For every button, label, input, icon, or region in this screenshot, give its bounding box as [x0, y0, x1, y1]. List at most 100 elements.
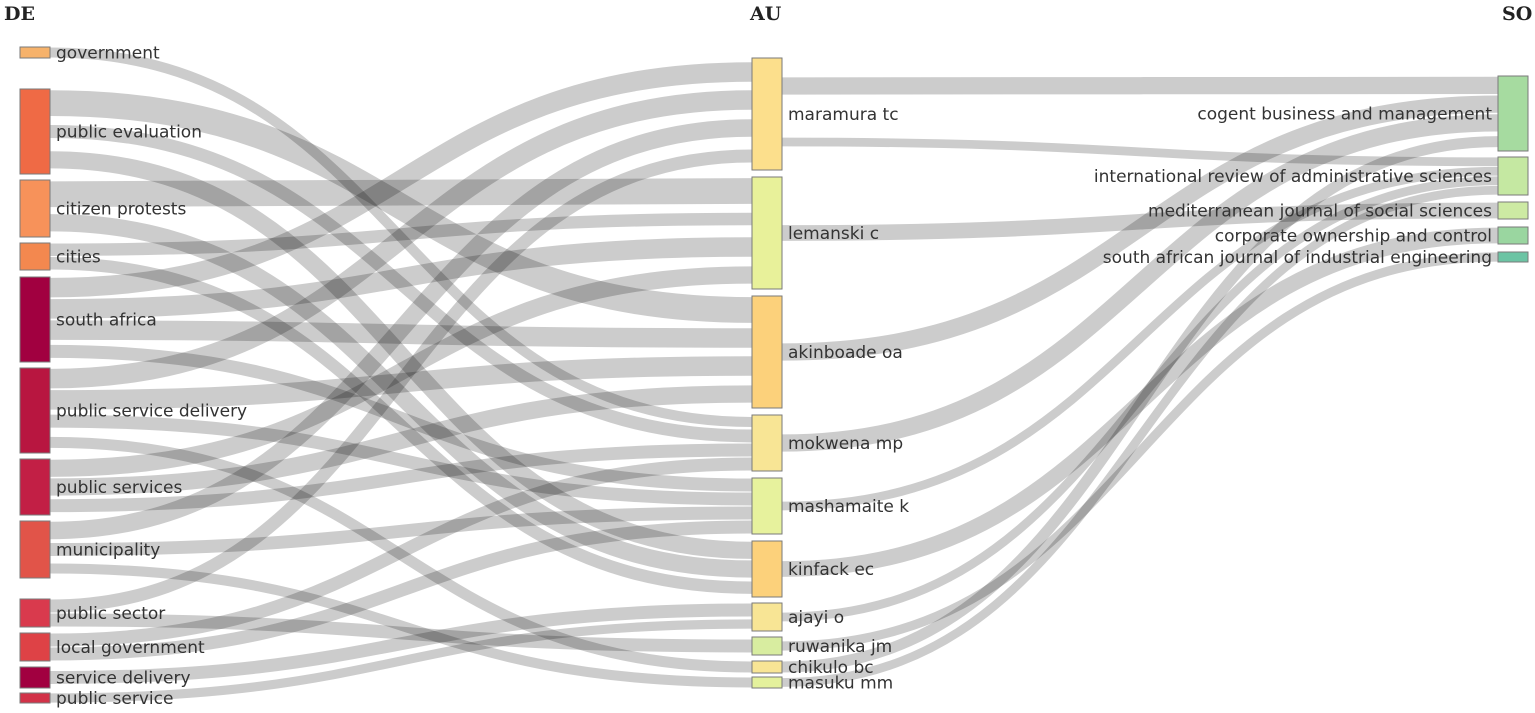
node-public_sector[interactable]: public sector [19, 598, 165, 628]
node-label-public_sector: public sector [56, 604, 165, 624]
node-bar-local_government [19, 632, 51, 662]
link-service_delivery-ajayi [49, 603, 753, 684]
node-sajie[interactable]: south african journal of industrial engi… [1103, 248, 1529, 268]
link-cities-lemanski [49, 212, 753, 256]
link-municipality-masuku [49, 563, 753, 688]
node-label-service_delivery: service delivery [56, 669, 191, 689]
link-mokwena-cogent [781, 114, 1499, 452]
node-label-mokwena: mokwena mp [788, 434, 903, 454]
link-south_africa-lemanski [49, 237, 753, 319]
node-label-public_service: public service [56, 689, 173, 709]
node-ruwanika[interactable]: ruwanika jm [751, 636, 892, 657]
link-local_government-mashamaite [49, 520, 753, 661]
node-label-public_service_delivery: public service delivery [56, 402, 247, 422]
column-header-de: DE [4, 3, 35, 25]
node-bar-coc [1497, 226, 1529, 245]
node-akinboade[interactable]: akinboade oa [751, 295, 903, 409]
node-label-coc: corporate ownership and control [1215, 227, 1492, 247]
node-mashamaite[interactable]: mashamaite k [751, 477, 909, 535]
link-public_service_delivery-akinboade [49, 356, 753, 410]
node-bar-south_africa [19, 276, 51, 363]
node-label-public_services: public services [56, 478, 182, 498]
link-public_sector-maramura [49, 149, 753, 613]
node-bar-akinboade [751, 295, 783, 409]
node-label-masuku: masuku mm [788, 674, 893, 694]
node-label-akinboade: akinboade oa [788, 343, 903, 363]
node-bar-service_delivery [19, 666, 51, 689]
link-municipality-maramura [49, 119, 753, 540]
node-irias[interactable]: international review of administrative s… [1094, 156, 1529, 196]
node-cogent[interactable]: cogent business and management [1197, 75, 1529, 152]
node-local_government[interactable]: local government [19, 632, 205, 662]
link-public_services-mokwena [49, 443, 753, 513]
node-masuku[interactable]: masuku mm [751, 674, 893, 694]
link-cities-kinfack [49, 257, 753, 594]
link-public_evaluation-mokwena [49, 125, 753, 443]
node-label-local_government: local government [56, 638, 205, 658]
node-label-south_africa: south africa [56, 311, 157, 331]
node-bar-citizen_protests [19, 179, 51, 238]
node-mjss[interactable]: mediterranean journal of social sciences [1148, 201, 1529, 222]
link-citizen_protests-lemanski [49, 178, 753, 208]
node-ajayi[interactable]: ajayi o [751, 602, 844, 632]
link-south_africa-akinboade [49, 320, 753, 348]
node-bar-sajie [1497, 251, 1529, 263]
node-bar-public_service [19, 692, 51, 704]
node-coc[interactable]: corporate ownership and control [1215, 226, 1529, 247]
node-public_service[interactable]: public service [19, 689, 173, 709]
node-government[interactable]: government [19, 44, 160, 64]
node-label-lemanski: lemanski c [788, 224, 879, 244]
column-header-au: AU [749, 3, 782, 25]
link-public_service_delivery-chikulo [49, 436, 753, 673]
node-chikulo[interactable]: chikulo bc [751, 658, 874, 678]
node-service_delivery[interactable]: service delivery [19, 666, 191, 689]
node-label-citizen_protests: citizen protests [56, 200, 186, 220]
node-label-mashamaite: mashamaite k [788, 497, 909, 517]
link-mashamaite-irias [781, 166, 1499, 511]
node-bar-chikulo [751, 660, 783, 674]
node-lemanski[interactable]: lemanski c [751, 176, 879, 290]
link-public_service_delivery-maramura [49, 90, 753, 389]
node-public_services[interactable]: public services [19, 458, 182, 516]
node-label-cogent: cogent business and management [1197, 105, 1492, 125]
node-maramura[interactable]: maramura tc [751, 57, 899, 171]
link-lemanski-mjss [781, 202, 1499, 241]
link-local_government-mokwena [49, 457, 753, 647]
node-bar-public_service_delivery [19, 367, 51, 454]
node-label-public_evaluation: public evaluation [56, 123, 202, 143]
link-chikulo-cogent [781, 136, 1499, 673]
node-citizen_protests[interactable]: citizen protests [19, 179, 186, 238]
node-south_africa[interactable]: south africa [19, 276, 157, 363]
link-south_africa-mashamaite [49, 344, 753, 492]
node-cities[interactable]: cities [19, 242, 101, 271]
node-bar-ajayi [751, 602, 783, 632]
link-public_service-ajayi [49, 619, 753, 703]
node-public_evaluation[interactable]: public evaluation [19, 88, 202, 175]
link-public_evaluation-kinfack [49, 151, 753, 559]
node-label-government: government [56, 44, 160, 64]
node-label-maramura: maramura tc [788, 105, 899, 125]
link-public_services-lemanski [49, 266, 753, 477]
link-public_services-akinboade [49, 385, 753, 496]
link-masuku-irias [781, 185, 1499, 687]
link-ruwanika-sajie [781, 252, 1499, 651]
node-municipality[interactable]: municipality [19, 520, 160, 579]
node-label-chikulo: chikulo bc [788, 658, 874, 678]
node-bar-public_services [19, 458, 51, 516]
node-bar-public_sector [19, 598, 51, 628]
link-maramura-irias [781, 137, 1499, 167]
link-public_evaluation-akinboade [49, 90, 753, 323]
node-bar-kinfack [751, 540, 783, 598]
node-bar-lemanski [751, 176, 783, 290]
node-bar-cogent [1497, 75, 1529, 152]
node-bar-public_evaluation [19, 88, 51, 175]
node-kinfack[interactable]: kinfack ec [751, 540, 874, 598]
node-mokwena[interactable]: mokwena mp [751, 414, 903, 472]
node-label-irias: international review of administrative s… [1094, 167, 1492, 187]
node-public_service_delivery[interactable]: public service delivery [19, 367, 247, 454]
node-bar-mashamaite [751, 477, 783, 535]
node-bar-maramura [751, 57, 783, 171]
node-bar-government [19, 46, 51, 59]
nodes-layer: government public evaluation citizen prote… [19, 44, 1529, 709]
